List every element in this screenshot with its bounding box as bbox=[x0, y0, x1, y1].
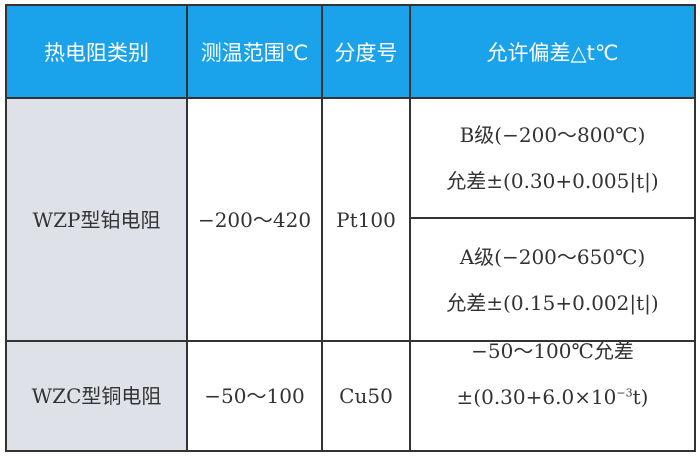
formula-end: t) bbox=[632, 385, 649, 409]
row1-tolerance-a: A级(−200～650℃) 允差±(0.15+0.002|t|) bbox=[410, 218, 695, 341]
row1-type: WZP型铂电阻 bbox=[6, 98, 187, 341]
border bbox=[5, 450, 696, 452]
border bbox=[5, 5, 7, 452]
tolerance-class: B级(−200～800℃) bbox=[459, 123, 646, 147]
border bbox=[409, 5, 411, 452]
tolerance-formula: ±(0.30+6.0×10−3t) bbox=[457, 385, 649, 409]
header-range: 测温范围℃ bbox=[187, 5, 322, 98]
tolerance-formula: 允差±(0.30+0.005|t|) bbox=[446, 169, 659, 193]
row2-tolerance: −50～100℃允差 ±(0.30+6.0×10−3t) bbox=[410, 339, 695, 451]
row2-graduation: Cu50 bbox=[339, 384, 393, 408]
border bbox=[5, 4, 696, 6]
formula-exponent: −3 bbox=[616, 386, 633, 400]
formula-main: ±(0.30+6.0×10 bbox=[456, 385, 617, 409]
row2-type: WZC型铜电阻 bbox=[6, 341, 187, 451]
border bbox=[5, 340, 696, 342]
border bbox=[321, 5, 323, 452]
row1-tolerance-b: B级(−200～800℃) 允差±(0.30+0.005|t|) bbox=[410, 98, 695, 218]
row2-range: −50～100 bbox=[204, 384, 305, 408]
tolerance-formula: 允差±(0.15+0.002|t|) bbox=[446, 290, 659, 315]
border bbox=[694, 5, 696, 452]
tolerance-class: −50～100℃允差 bbox=[471, 339, 634, 363]
border bbox=[409, 217, 696, 219]
row1-graduation: Pt100 bbox=[336, 207, 396, 232]
row1-range: −200～420 bbox=[197, 207, 312, 232]
border bbox=[186, 5, 188, 452]
header-type: 热电阻类别 bbox=[6, 5, 187, 98]
tolerance-class: A级(−200～650℃) bbox=[459, 244, 646, 269]
border bbox=[5, 97, 696, 99]
header-graduation: 分度号 bbox=[322, 5, 410, 98]
header-tolerance: 允许偏差△t℃ bbox=[410, 5, 695, 98]
